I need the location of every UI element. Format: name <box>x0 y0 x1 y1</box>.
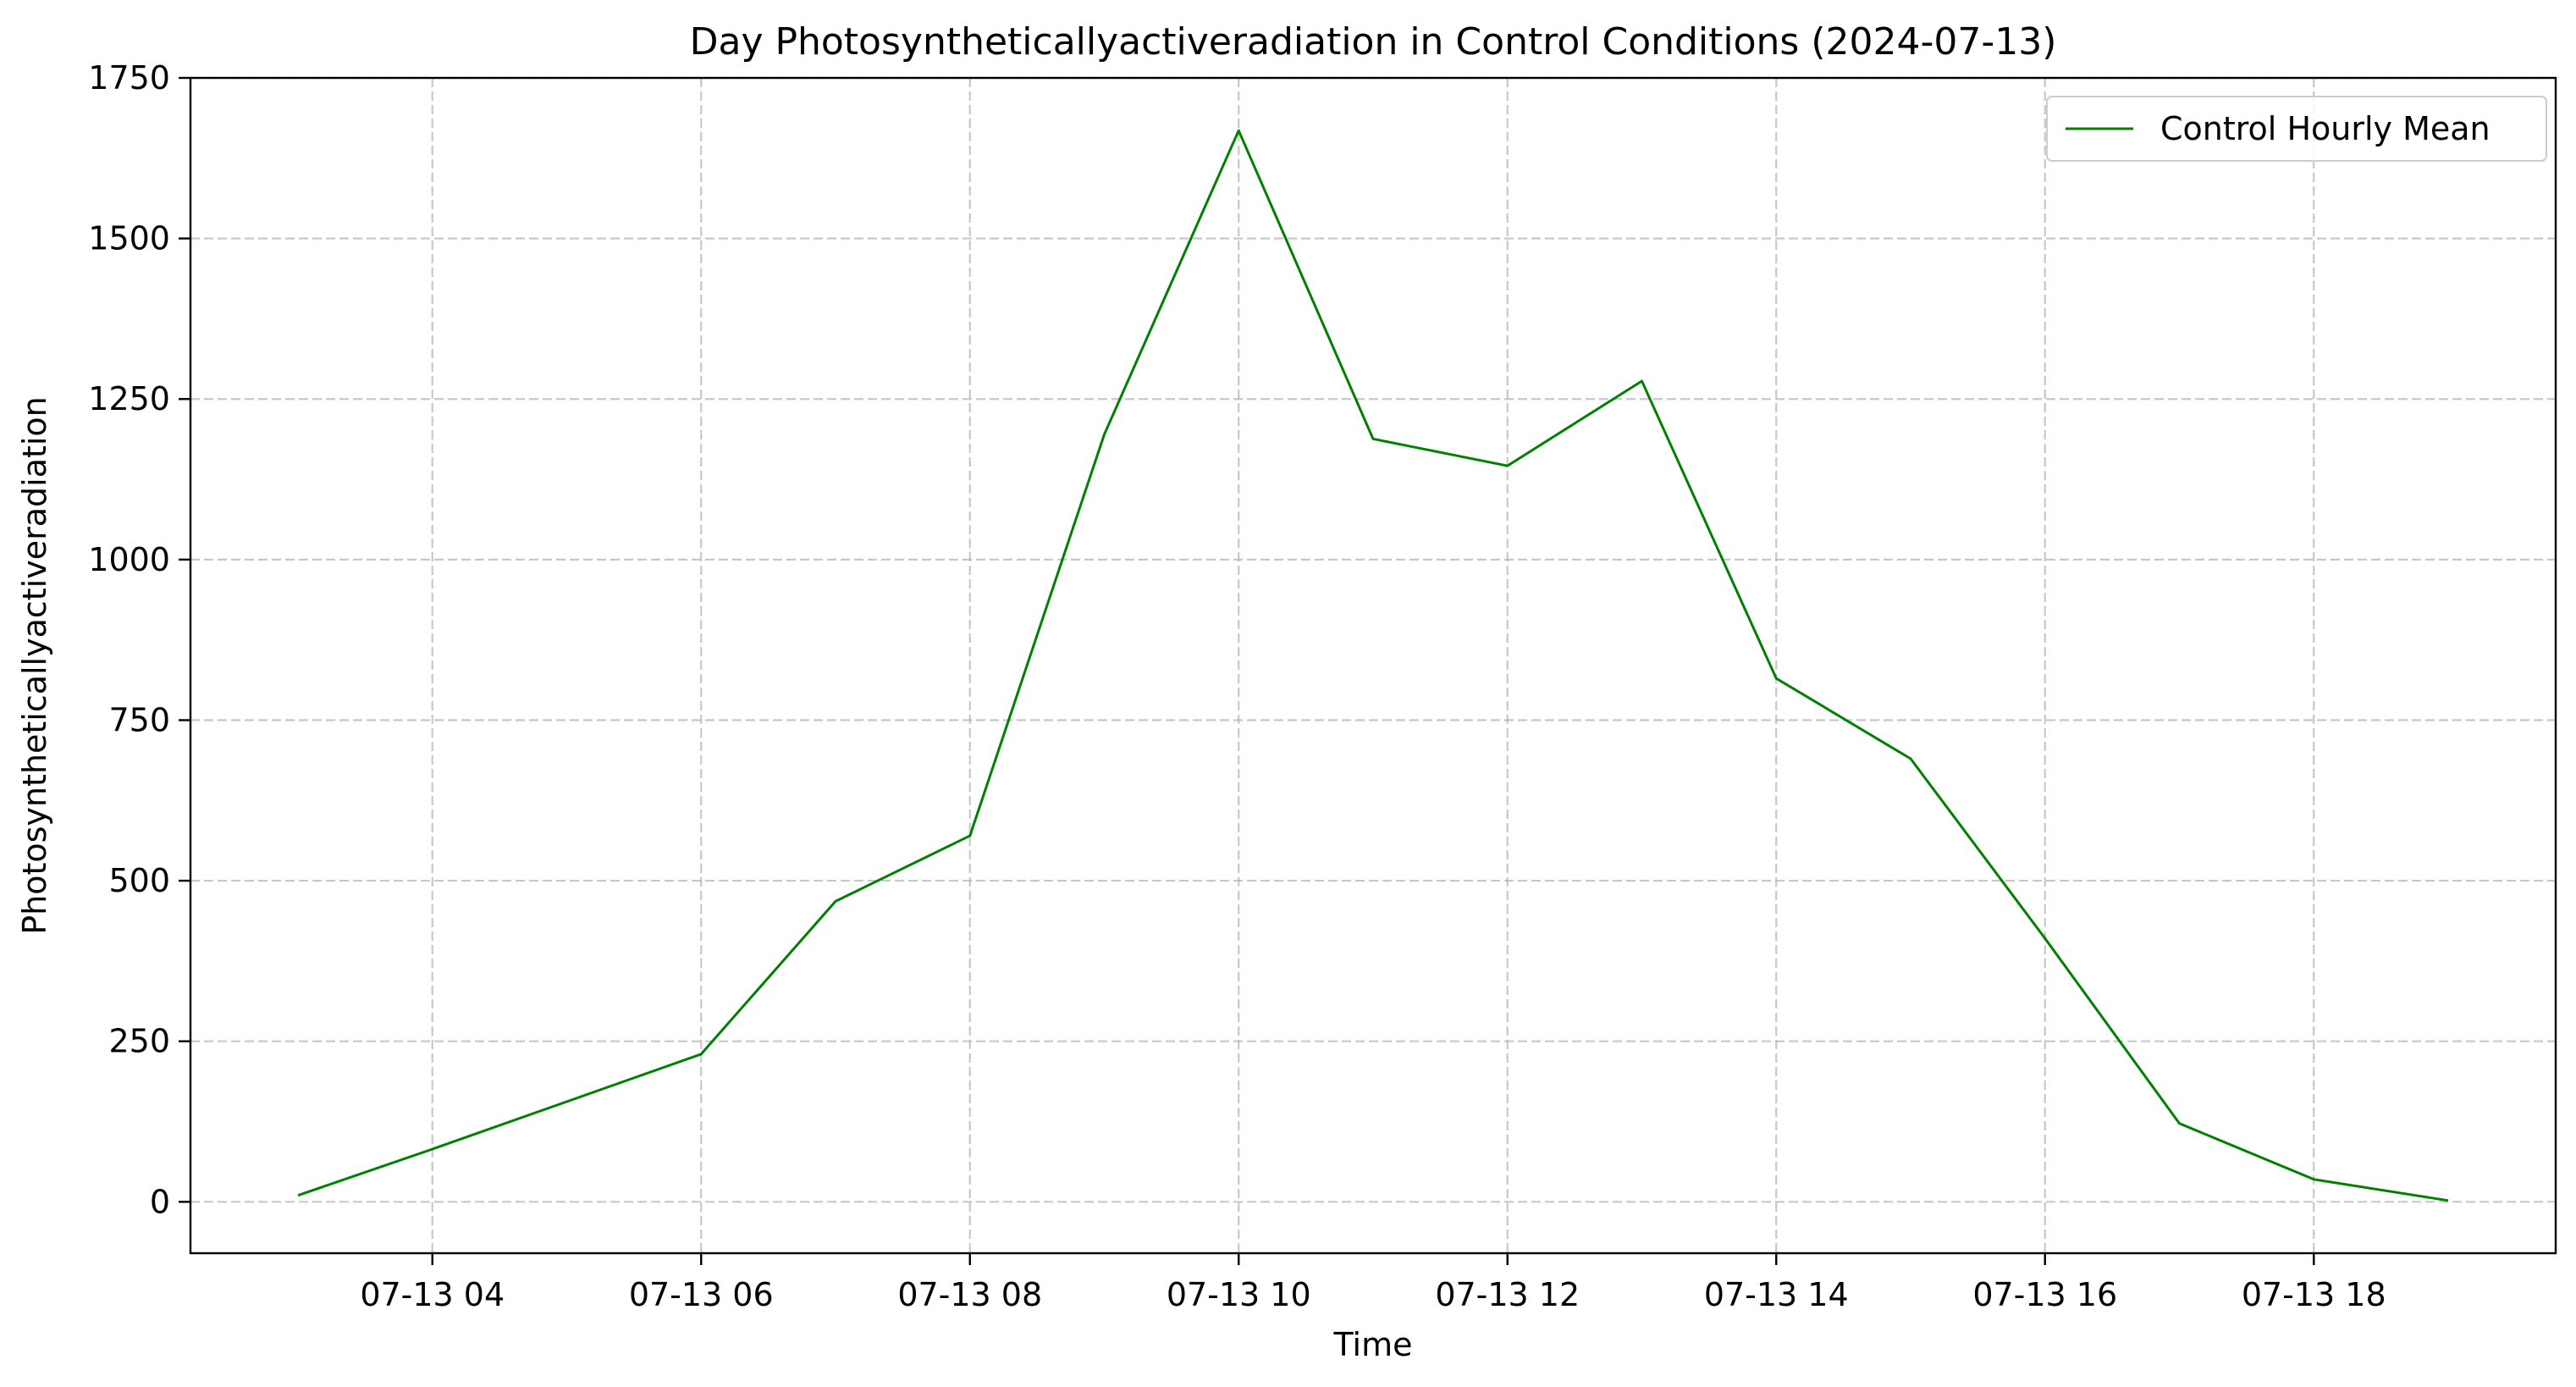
y-tick-label: 1000 <box>88 541 170 578</box>
grid-lines <box>190 76 2556 1253</box>
y-axis-label: Photosyntheticallyactiveradiation <box>16 396 53 935</box>
series-line <box>297 129 2449 1202</box>
y-axis: 0 250 500 750 1000 1250 1500 1750 <box>88 59 190 1220</box>
chart-title: Day Photosyntheticallyactiveradiation in… <box>690 20 2057 64</box>
x-tick-label: 07-13 12 <box>1435 1276 1580 1313</box>
x-tick-label: 07-13 16 <box>1972 1276 2117 1313</box>
x-tick-label: 07-13 18 <box>2242 1276 2386 1313</box>
y-tick-label: 500 <box>108 862 170 899</box>
x-tick-label: 07-13 10 <box>1167 1276 1311 1313</box>
legend-box <box>2046 96 2547 162</box>
x-tick-label: 07-13 14 <box>1704 1276 1849 1313</box>
x-tick-label: 07-13 08 <box>897 1276 1042 1313</box>
y-tick-label: 750 <box>108 701 170 738</box>
y-tick-label: 1500 <box>88 220 170 257</box>
x-tick-label: 07-13 04 <box>360 1276 505 1313</box>
plot-frame <box>189 76 2557 1255</box>
x-tick-label: 07-13 06 <box>629 1276 774 1313</box>
y-tick-label: 0 <box>150 1183 170 1220</box>
legend: Control Hourly Mean <box>2046 96 2547 162</box>
legend-label: Control Hourly Mean <box>2160 110 2491 147</box>
y-tick-label: 1250 <box>88 380 170 417</box>
x-axis-label: Time <box>1333 1326 1413 1363</box>
series-layer <box>297 129 2449 1202</box>
y-tick-label: 250 <box>108 1023 170 1060</box>
y-tick-label: 1750 <box>88 59 170 97</box>
x-axis: 07-13 04 07-13 06 07-13 08 07-13 10 07-13 12… <box>360 1253 2386 1313</box>
